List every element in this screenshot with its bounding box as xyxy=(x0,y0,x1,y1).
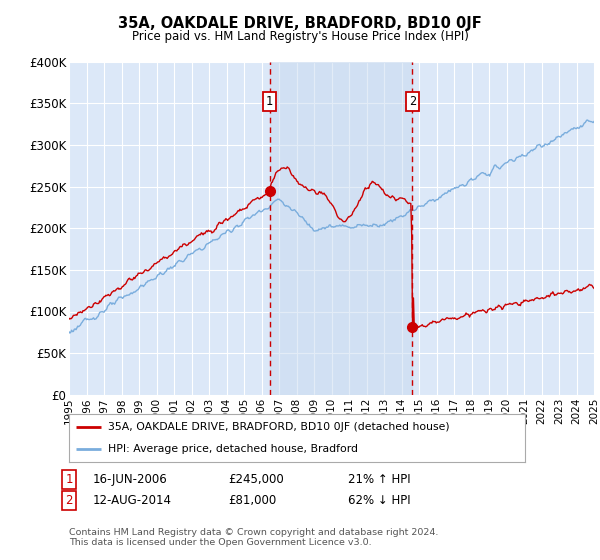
Text: HPI: Average price, detached house, Bradford: HPI: Average price, detached house, Brad… xyxy=(108,444,358,454)
Text: 16-JUN-2006: 16-JUN-2006 xyxy=(93,473,168,486)
Text: 2: 2 xyxy=(409,95,416,108)
Text: 1: 1 xyxy=(65,473,73,486)
Text: Contains HM Land Registry data © Crown copyright and database right 2024.
This d: Contains HM Land Registry data © Crown c… xyxy=(69,528,439,547)
Bar xyxy=(269,62,412,395)
Text: 12-AUG-2014: 12-AUG-2014 xyxy=(93,494,172,507)
Text: 2: 2 xyxy=(65,494,73,507)
Text: 21% ↑ HPI: 21% ↑ HPI xyxy=(348,473,410,486)
Text: £81,000: £81,000 xyxy=(228,494,276,507)
Text: Price paid vs. HM Land Registry's House Price Index (HPI): Price paid vs. HM Land Registry's House … xyxy=(131,30,469,43)
Text: 35A, OAKDALE DRIVE, BRADFORD, BD10 0JF (detached house): 35A, OAKDALE DRIVE, BRADFORD, BD10 0JF (… xyxy=(108,422,449,432)
Text: 1: 1 xyxy=(266,95,273,108)
Text: £245,000: £245,000 xyxy=(228,473,284,486)
Text: 35A, OAKDALE DRIVE, BRADFORD, BD10 0JF: 35A, OAKDALE DRIVE, BRADFORD, BD10 0JF xyxy=(118,16,482,31)
Text: 62% ↓ HPI: 62% ↓ HPI xyxy=(348,494,410,507)
